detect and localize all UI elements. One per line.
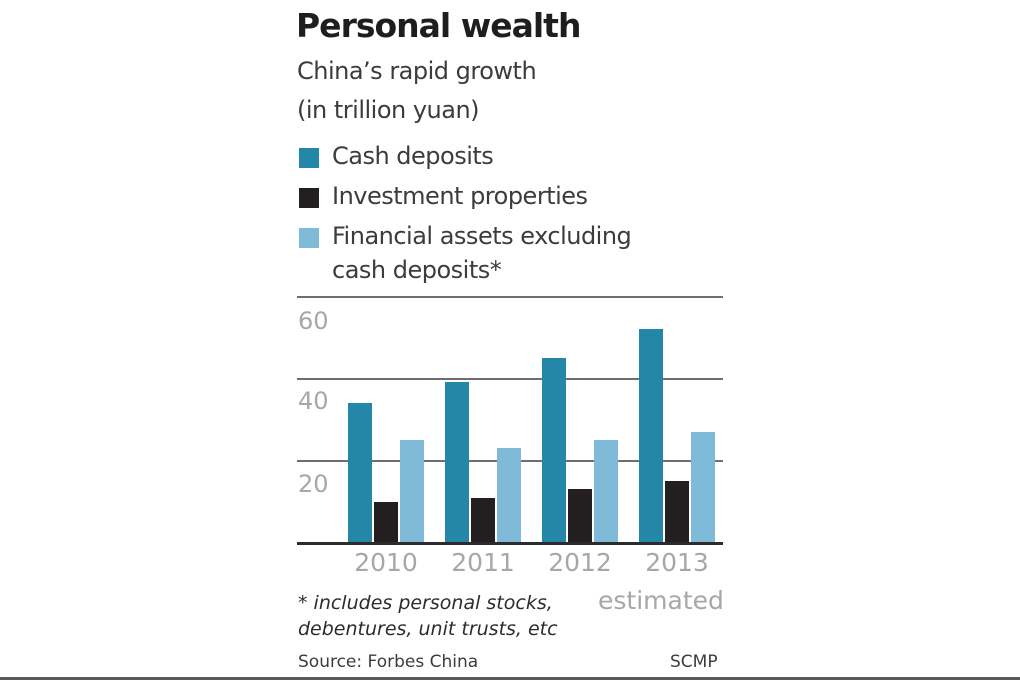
x-axis-baseline bbox=[297, 542, 723, 545]
bar-investment-properties-2013 bbox=[665, 481, 689, 543]
x-annotation-estimated: estimated bbox=[598, 586, 724, 615]
bar-financial-assets-excluding-cash-deposits-2012 bbox=[594, 440, 618, 543]
x-tick-2013: 2013 bbox=[645, 548, 709, 577]
chart-title: Personal wealth bbox=[296, 6, 581, 45]
bar-cash-deposits-2010 bbox=[348, 403, 372, 543]
legend-swatch-investment-icon bbox=[299, 188, 319, 208]
legend-swatch-cash-icon bbox=[299, 148, 319, 168]
gridline-40 bbox=[297, 378, 723, 380]
footnote-line1: * includes personal stocks, bbox=[298, 592, 553, 614]
bar-cash-deposits-2011 bbox=[445, 382, 469, 543]
legend-label-line2: cash deposits* bbox=[332, 256, 502, 284]
y-tick-20: 20 bbox=[298, 470, 329, 498]
bar-financial-assets-excluding-cash-deposits-2010 bbox=[400, 440, 424, 543]
x-tick-2012: 2012 bbox=[548, 548, 612, 577]
x-tick-2011: 2011 bbox=[451, 548, 515, 577]
bar-cash-deposits-2013 bbox=[639, 328, 663, 543]
legend-label: Cash deposits bbox=[332, 142, 494, 170]
y-tick-40: 40 bbox=[298, 387, 329, 415]
chart-subtitle: China’s rapid growth bbox=[297, 57, 537, 85]
legend-swatch-financial-icon bbox=[299, 228, 319, 248]
bar-investment-properties-2012 bbox=[568, 489, 592, 543]
gridline-60 bbox=[297, 296, 723, 298]
bar-financial-assets-excluding-cash-deposits-2013 bbox=[691, 431, 715, 543]
legend-label: Financial assets excluding bbox=[332, 222, 632, 250]
source-credit: Source: Forbes China bbox=[298, 652, 479, 672]
legend-label: Investment properties bbox=[332, 182, 588, 210]
x-tick-2010: 2010 bbox=[354, 548, 418, 577]
publisher-credit: SCMP bbox=[670, 652, 718, 672]
bottom-rule bbox=[0, 677, 1020, 680]
footnote-line2: debentures, unit trusts, etc bbox=[298, 618, 558, 640]
bar-investment-properties-2010 bbox=[374, 501, 398, 543]
bar-investment-properties-2011 bbox=[471, 497, 495, 543]
chart-units: (in trillion yuan) bbox=[297, 96, 480, 124]
y-tick-60: 60 bbox=[298, 307, 329, 335]
bar-cash-deposits-2012 bbox=[542, 357, 566, 543]
bar-financial-assets-excluding-cash-deposits-2011 bbox=[497, 448, 521, 543]
